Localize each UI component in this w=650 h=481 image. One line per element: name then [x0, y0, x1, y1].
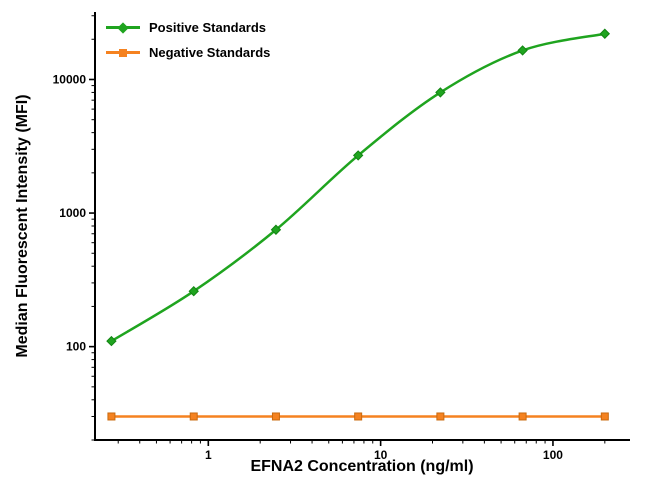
data-point-diamond-positive-standards	[599, 28, 611, 39]
x-tick-label: 1	[205, 448, 212, 462]
data-point-square-negative-standards	[271, 412, 280, 421]
data-point-square-negative-standards	[436, 412, 445, 421]
series-line-positive-standards	[110, 32, 607, 343]
x-tick-label: 10	[374, 448, 388, 462]
data-point-square-negative-standards	[354, 412, 363, 421]
legend-item-negative-standards: Negative Standards	[106, 45, 270, 60]
data-point-diamond-positive-standards	[517, 45, 528, 56]
y-tick-label: 100	[66, 340, 86, 354]
data-point-diamond-positive-standards	[435, 87, 446, 98]
positive-series-swatch	[106, 21, 140, 34]
data-point-square-negative-standards	[600, 412, 609, 421]
data-point-diamond-positive-standards	[106, 335, 117, 347]
y-tick-label: 10000	[53, 72, 87, 86]
data-point-diamond-positive-standards	[270, 224, 282, 235]
legend-label-negative: Negative Standards	[149, 45, 271, 60]
data-point-square-negative-standards	[518, 412, 527, 421]
x-axis-title: EFNA2 Concentration (ng/ml)	[250, 458, 474, 475]
y-axis-title: Median Fluorescent Intensity (MFI)	[14, 94, 31, 358]
x-tick-label: 100	[543, 448, 563, 462]
legend-item-positive-standards: Positive Standards	[106, 20, 270, 35]
diamond-marker-icon	[117, 21, 129, 34]
square-marker-icon	[119, 48, 127, 57]
data-point-square-negative-standards	[189, 412, 198, 421]
y-tick-label: 1000	[59, 206, 86, 220]
negative-series-swatch	[106, 48, 140, 58]
data-point-diamond-positive-standards	[352, 150, 364, 161]
data-point-diamond-positive-standards	[188, 285, 199, 297]
data-point-square-negative-standards	[107, 412, 116, 421]
legend: Positive Standards Negative Standards	[106, 20, 270, 60]
legend-label-positive: Positive Standards	[149, 20, 267, 35]
